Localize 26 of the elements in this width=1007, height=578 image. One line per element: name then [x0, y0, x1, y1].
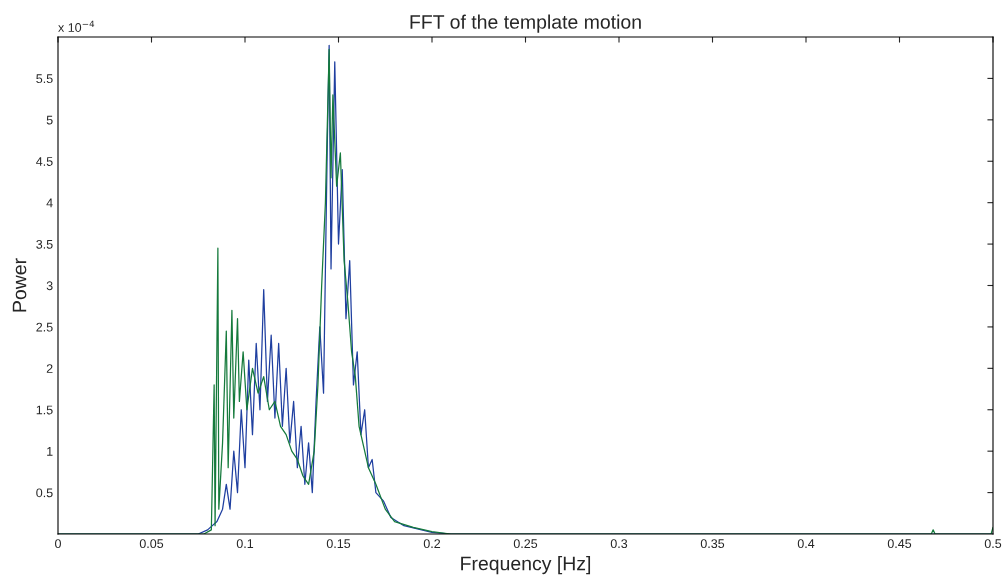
y-tick-label: 3.5	[36, 239, 53, 249]
y-axis-title: Power	[12, 258, 27, 312]
y-tick-label: 3	[46, 281, 53, 291]
x-tick-label: 0.2	[423, 539, 441, 549]
x-tick-label: 0.05	[139, 539, 164, 549]
text: x 10$^{−4}$	[58, 20, 95, 32]
y-tick-label: 0.5	[36, 488, 53, 498]
y-tick-label: 5	[46, 115, 53, 125]
y-tick-label: 1.5	[36, 405, 53, 415]
x-tick-label: 0.4	[797, 539, 815, 549]
x-axis-title: Frequency [Hz]	[461, 556, 591, 575]
chart-title: FFT of the template motion	[410, 14, 641, 33]
x-tick-label: 0.15	[326, 539, 351, 549]
x-tick-label: 0	[55, 539, 61, 549]
x-tick-label: 0.1	[236, 539, 254, 549]
x-tick-label: 0.5	[984, 539, 1002, 549]
y-tick-label: 2.5	[36, 322, 53, 332]
y-tick-label: 1	[47, 447, 53, 456]
y-tick-label: 5.5	[36, 74, 53, 84]
y-tick-label: 4.5	[36, 157, 53, 166]
x-tick-label: 0.3	[610, 539, 628, 549]
x-tick-label: 0.35	[700, 539, 725, 549]
x-tick-label: 0.45	[887, 539, 912, 549]
y-tick-label: 2	[46, 364, 53, 373]
y-tick-label: 4	[46, 198, 53, 208]
x-tick-label: 0.25	[513, 539, 538, 549]
